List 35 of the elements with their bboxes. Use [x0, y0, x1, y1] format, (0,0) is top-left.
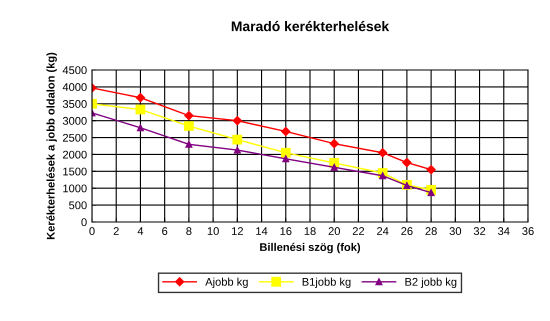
y-tick-label: 500	[69, 201, 87, 210]
x-tick-label: 24	[377, 227, 389, 235]
y-tick-label: 0	[81, 218, 87, 226]
y-axis-title: Kerékterhelések a jobb oldalon (kg)	[46, 52, 57, 240]
x-tick-label: 20	[328, 227, 340, 236]
y-tick-label: 3000	[62, 116, 87, 125]
y-tick-label: 2500	[62, 134, 87, 142]
legend-label: B1jobb kg	[302, 278, 350, 288]
x-tick-label: 28	[425, 227, 437, 236]
x-tick-label: 14	[256, 227, 268, 235]
y-tick-label: 1000	[63, 184, 87, 192]
y-tick-label: 3500	[62, 100, 87, 108]
x-tick-label: 2	[114, 227, 119, 235]
x-tick-label: 4	[138, 227, 144, 235]
x-tick-label: 8	[186, 227, 192, 236]
legend-label: B2 jobb kg	[405, 278, 456, 288]
x-tick-label: 0	[89, 227, 95, 236]
x-tick-label: 34	[498, 227, 510, 236]
x-tick-label: 12	[232, 227, 243, 235]
x-tick-label: 10	[208, 227, 219, 236]
x-tick-label: 26	[401, 227, 413, 236]
x-tick-label: 18	[304, 227, 316, 236]
y-tick-label: 2000	[62, 150, 87, 159]
x-tick-label: 6	[162, 227, 168, 236]
legend-label: Ajobb kg	[205, 278, 248, 288]
x-tick-label: 32	[474, 227, 486, 236]
x-tick-label: 30	[450, 227, 462, 236]
x-tick-label: 36	[522, 227, 534, 236]
x-tick-label: 22	[352, 227, 364, 235]
y-tick-label: 1500	[63, 168, 87, 176]
chart-title: Maradó kerékterhelések	[232, 20, 390, 32]
x-axis-title: Billenési szög (fok)	[260, 242, 360, 254]
y-tick-label: 4000	[62, 83, 87, 92]
x-tick-label: 16	[280, 227, 292, 236]
y-tick-label: 4500	[62, 66, 87, 74]
